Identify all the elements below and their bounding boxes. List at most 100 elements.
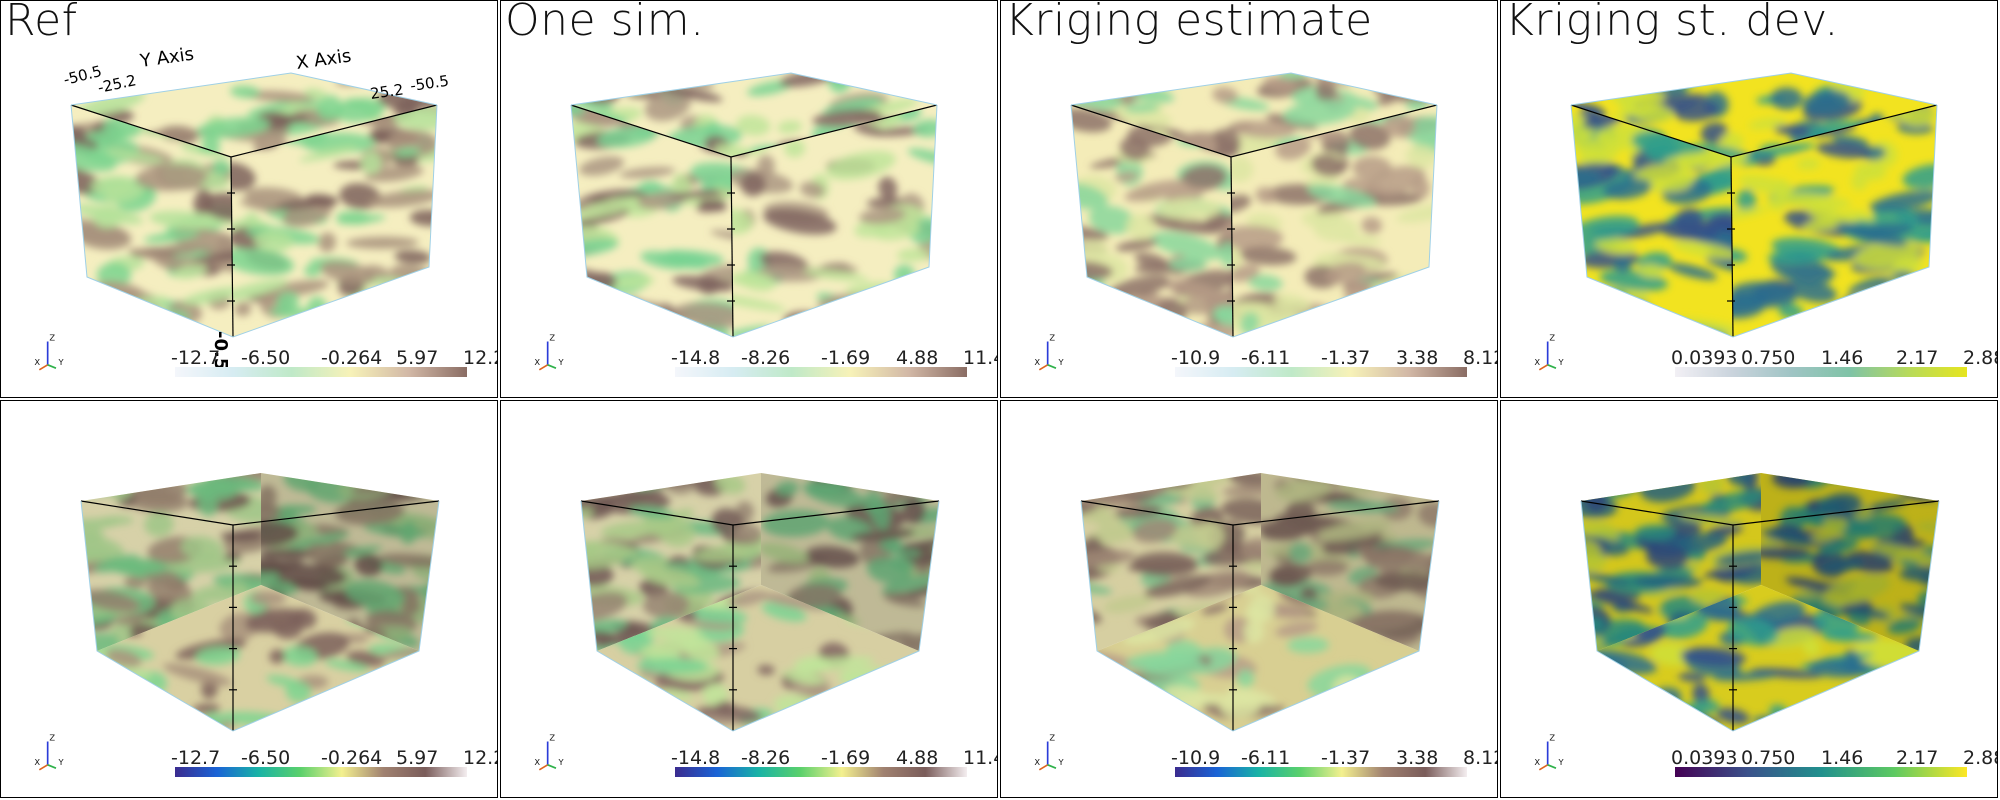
field-blob bbox=[1893, 256, 1923, 275]
field-blob bbox=[1643, 473, 1667, 481]
field-blob bbox=[581, 292, 602, 305]
field-blob bbox=[1317, 519, 1392, 542]
field-blob bbox=[282, 646, 318, 667]
field-blob bbox=[1134, 252, 1168, 268]
field-blob bbox=[189, 479, 237, 501]
orientation-x-label: X bbox=[34, 357, 40, 367]
field-blob bbox=[1595, 236, 1637, 255]
field-blob bbox=[1150, 231, 1222, 261]
field-blob bbox=[1125, 213, 1156, 240]
field-blob bbox=[127, 248, 176, 262]
field-blob bbox=[1214, 305, 1233, 327]
field-blob bbox=[97, 711, 161, 731]
field-blob bbox=[1334, 694, 1409, 713]
field-blob bbox=[1720, 132, 1744, 151]
field-blob bbox=[346, 236, 419, 249]
field-blob bbox=[866, 316, 903, 336]
field-blob bbox=[775, 480, 799, 496]
field-blob bbox=[1581, 473, 1646, 490]
field-blob bbox=[645, 627, 703, 639]
orientation-axes-icon: Z X Y bbox=[1534, 733, 1565, 771]
3d-render-view[interactable] bbox=[1501, 1, 1998, 398]
field-blob bbox=[1673, 99, 1720, 122]
field-blob bbox=[866, 197, 905, 208]
3d-render-view[interactable] bbox=[501, 401, 998, 798]
field-blob bbox=[1803, 639, 1821, 656]
orientation-axes-icon: Z X Y bbox=[534, 333, 565, 371]
orientation-x-label: X bbox=[1034, 757, 1040, 767]
field-blob bbox=[710, 230, 733, 244]
field-blob bbox=[173, 264, 207, 279]
field-blob bbox=[1261, 515, 1319, 541]
colorbar-tick-labels: -14.8 -8.26 -1.69 4.88 11.4 bbox=[671, 747, 997, 771]
field-blob bbox=[1816, 142, 1873, 159]
view-panel-volume-2[interactable]: One sim. -14.8 -8.26 -1.69 4.88 11.4 Z X Y bbox=[500, 0, 998, 398]
view-panel-volume-1[interactable]: Y Axis X Axis -50.5 -25.2 25.2 -50.5 -0.5 Ref -1… bbox=[0, 0, 498, 398]
3d-render-view[interactable] bbox=[1001, 1, 1498, 398]
field-blob bbox=[1802, 210, 1868, 232]
panel-title: Kriging st. dev. bbox=[1505, 0, 1839, 46]
3d-render-view[interactable] bbox=[501, 1, 998, 398]
field-blob bbox=[1345, 610, 1419, 632]
field-blob bbox=[1345, 298, 1364, 319]
colorbar-tick: -10.9 bbox=[1171, 747, 1221, 769]
field-blob bbox=[101, 686, 118, 696]
field-blob bbox=[1119, 136, 1150, 161]
view-panel-volume-3[interactable]: Kriging estimate -10.9 -6.11 -1.37 3.38 8.12 Z… bbox=[1000, 0, 1498, 398]
field-blob bbox=[96, 262, 132, 288]
field-blob bbox=[346, 714, 401, 731]
field-blob bbox=[1630, 707, 1657, 731]
field-blob bbox=[149, 210, 220, 230]
field-blob bbox=[212, 574, 261, 593]
field-blob bbox=[1095, 520, 1140, 543]
3d-render-view[interactable] bbox=[1501, 401, 1998, 798]
field-blob bbox=[1398, 292, 1437, 312]
field-blob bbox=[763, 208, 837, 235]
field-blob bbox=[618, 307, 651, 329]
field-blob bbox=[1268, 563, 1312, 587]
field-blob bbox=[168, 715, 204, 731]
field-blob bbox=[1761, 529, 1816, 546]
colorbar-tick: 1.46 bbox=[1821, 347, 1864, 369]
field-blob bbox=[1288, 542, 1313, 563]
orientation-y-label: Y bbox=[558, 757, 565, 767]
field-blob bbox=[1863, 167, 1887, 181]
field-blob bbox=[840, 313, 858, 335]
colorbar bbox=[1175, 367, 1467, 377]
field-blob bbox=[1913, 478, 1939, 490]
orientation-axes-icon: Z X Y bbox=[34, 333, 65, 371]
field-blob bbox=[1320, 319, 1369, 329]
field-blob bbox=[1144, 575, 1213, 598]
field-blob bbox=[71, 143, 117, 172]
3d-render-view[interactable] bbox=[1, 401, 498, 798]
view-panel-slices-2[interactable]: -14.8 -8.26 -1.69 4.88 11.4 Z X Y bbox=[500, 400, 998, 798]
field-blob bbox=[1595, 291, 1620, 317]
view-panel-slices-3[interactable]: -10.9 -6.11 -1.37 3.38 8.12 Z X Y bbox=[1000, 400, 1498, 798]
field-blob bbox=[761, 509, 830, 538]
field-blob bbox=[81, 526, 104, 544]
field-blob bbox=[1836, 513, 1906, 539]
field-blob bbox=[254, 230, 293, 252]
field-blob bbox=[1386, 696, 1419, 713]
3d-render-view[interactable]: Y Axis X Axis-50.5-25.2 25.2 -50.5-0.5 bbox=[1, 1, 498, 398]
field-blob bbox=[71, 297, 130, 323]
field-blob bbox=[879, 541, 921, 558]
field-blob bbox=[1748, 117, 1787, 130]
panel-title: Kriging estimate bbox=[1005, 0, 1373, 46]
field-blob bbox=[243, 90, 317, 103]
cube-edges bbox=[570, 104, 938, 338]
view-panel-slices-1[interactable]: -12.7 -6.50 -0.264 5.97 12.2 Z X Y bbox=[0, 400, 498, 798]
field-blob bbox=[1620, 697, 1663, 709]
field-blob bbox=[97, 716, 129, 731]
3d-render-view[interactable] bbox=[1001, 401, 1498, 798]
field-blob bbox=[1403, 116, 1437, 144]
field-blob bbox=[1330, 716, 1360, 731]
field-blob bbox=[826, 706, 869, 728]
field-blob bbox=[1148, 698, 1178, 710]
field-blob bbox=[1322, 529, 1386, 556]
field-blob bbox=[394, 147, 421, 157]
field-blob bbox=[1196, 521, 1225, 550]
field-blob bbox=[299, 146, 358, 162]
